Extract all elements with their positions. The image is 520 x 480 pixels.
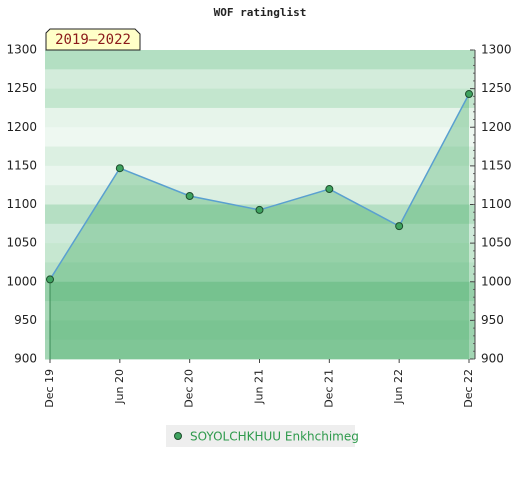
annotation: 2019–2022 [55,32,131,48]
x-tick-label: Dec 21 [322,369,335,408]
y2-tick-label: 950 [481,313,504,327]
background-stripe [45,165,475,186]
y2-tick-label: 900 [481,352,504,366]
x-tick-label: Jun 21 [253,369,266,405]
background-stripe [45,146,475,167]
background-stripe [45,223,475,244]
x-tick-label: Jun 20 [113,369,126,405]
y2-tick-label: 1300 [481,43,512,57]
y-tick-label: 1050 [6,236,37,250]
annotation-box [45,28,141,51]
data-point [185,192,194,201]
series-area [50,94,469,359]
background-stripe [45,301,475,321]
background-stripe [45,262,475,283]
background-stripe [45,127,475,148]
y-tick-label: 1150 [6,158,37,172]
data-point [255,205,264,214]
data-point [465,90,473,99]
y-tick-label: 950 [14,313,37,327]
background-stripe [45,69,475,90]
data-point [115,164,124,173]
y2-tick-label: 1050 [481,236,512,250]
x-tick-label: Dec 22 [462,369,475,408]
y2-tick-label: 1100 [481,197,512,211]
x-tick-label: Dec 19 [43,369,56,408]
y-tick-label: 1000 [6,274,37,288]
x-tick-label: Dec 20 [183,369,196,408]
background-stripe [45,339,475,360]
y-tick-label: 900 [14,352,37,366]
y2-tick-label: 1000 [481,274,512,288]
y2-tick-label: 1150 [481,158,512,172]
background-stripe [45,243,475,263]
data-point [325,185,334,194]
background-stripe [45,107,475,128]
y-tick-label: 1200 [6,120,37,134]
y-tick-label: 1300 [6,43,37,57]
y2-tick-label: 1250 [481,81,512,95]
x-tick-label: Jun 22 [392,369,405,405]
background-stripe [45,320,475,341]
y2-tick-label: 1200 [481,120,512,134]
legend-label: SOYOLCHKHUU Enkhchimeg [190,430,359,444]
background-stripe [45,281,475,302]
y-tick-label: 1250 [6,81,37,95]
data-point [46,275,54,284]
background-stripe [45,88,475,109]
legend-box [166,425,355,447]
chart-title: WOF ratinglist [214,6,307,19]
y-tick-label: 1100 [6,197,37,211]
data-point [395,222,404,231]
legend-marker [174,432,182,440]
background-stripe [45,185,475,205]
background-stripe [45,50,475,70]
